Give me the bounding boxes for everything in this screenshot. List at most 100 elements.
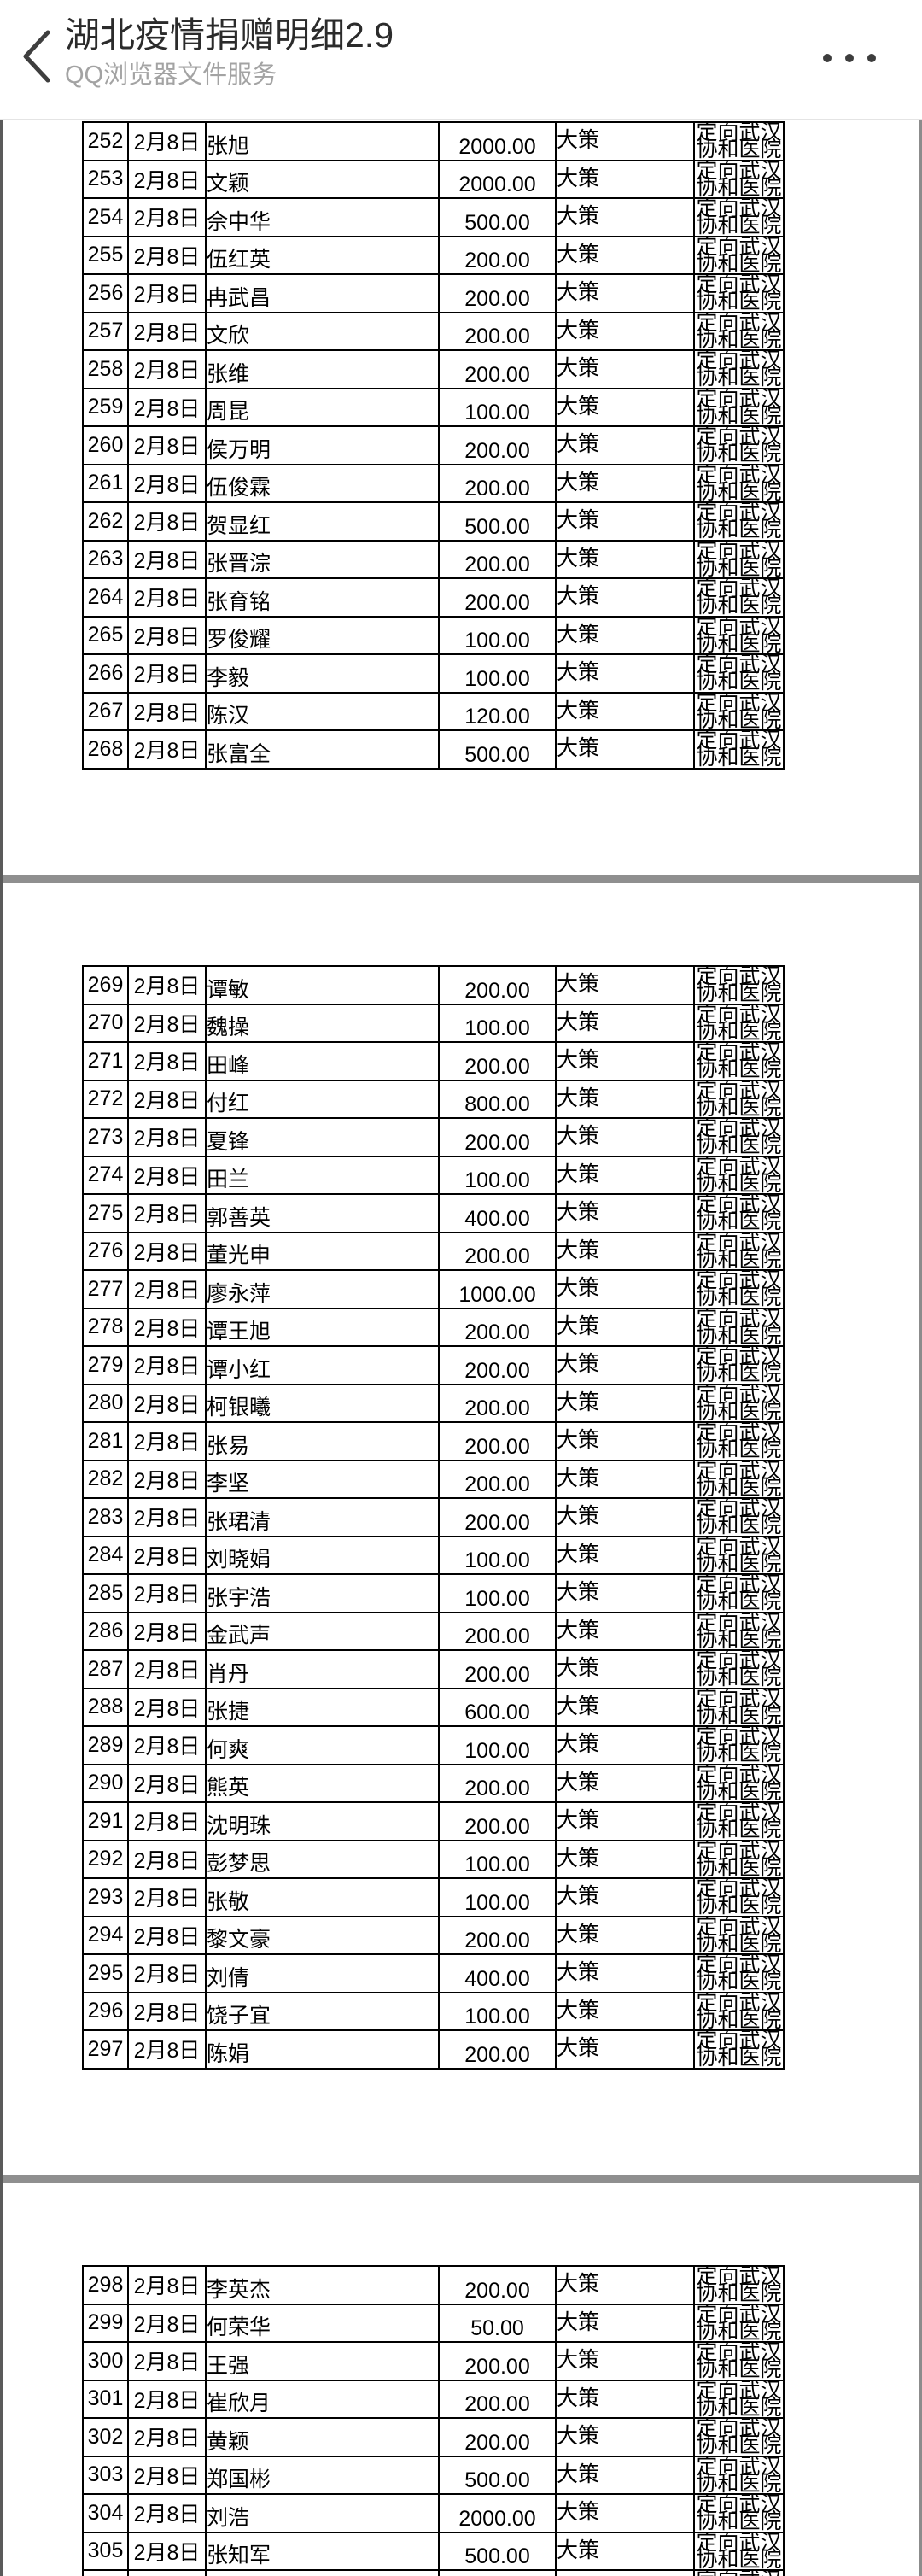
donation-amount: 200.00 (438, 1307, 557, 1347)
donation-amount: 200.00 (438, 539, 557, 579)
document-viewer[interactable]: 252 2月8日 张旭 2000.00 大策 定向武汉协和医院 253 2月8日 文颖 2000.… (0, 120, 922, 2576)
donor-name: 饶子宜 (205, 1991, 440, 2031)
handler-category: 大策 (555, 2379, 695, 2419)
row-number: 292 (82, 1839, 129, 1879)
row-number: 271 (82, 1041, 129, 1081)
donation-destination: 定向武汉协和医院 (693, 2341, 785, 2381)
table-row: 274 2月8日 田兰 100.00 大策 定向武汉协和医院 (82, 1155, 785, 1195)
donation-destination: 定向武汉协和医院 (693, 1231, 785, 1271)
row-number: 274 (82, 1155, 129, 1195)
donation-date: 2月8日 (127, 159, 207, 199)
donor-name: 付红 (205, 1079, 440, 1119)
back-button[interactable] (7, 15, 61, 97)
handler-category: 大策 (555, 965, 695, 1005)
donation-date: 2月8日 (127, 1725, 207, 1765)
donation-date: 2月8日 (127, 1611, 207, 1651)
donation-destination: 定向武汉协和医院 (693, 1801, 785, 1841)
table-row: 252 2月8日 张旭 2000.00 大策 定向武汉协和医院 (82, 121, 785, 161)
donation-date: 2月8日 (127, 2029, 207, 2070)
donation-destination: 定向武汉协和医院 (693, 197, 785, 237)
donation-destination: 定向武汉协和医院 (693, 1687, 785, 1727)
donation-destination: 定向武汉协和医院 (693, 1991, 785, 2031)
handler-category: 大策 (555, 1459, 695, 1499)
table-row: 265 2月8日 罗俊耀 100.00 大策 定向武汉协和医院 (82, 615, 785, 655)
more-options-button[interactable] (811, 34, 888, 82)
handler-category: 大策 (555, 539, 695, 579)
handler-category: 大策 (555, 1383, 695, 1423)
donation-amount: 200.00 (438, 2341, 557, 2381)
table-row: 272 2月8日 付红 800.00 大策 定向武汉协和医院 (82, 1079, 785, 1119)
row-number: 297 (82, 2029, 129, 2070)
app-header: 湖北疫情捐赠明细2.9 QQ浏览器文件服务 (0, 0, 922, 120)
table-row: 298 2月8日 李英杰 200.00 大策 定向武汉协和医院 (82, 2265, 785, 2305)
donation-amount: 100.00 (438, 615, 557, 655)
row-number: 293 (82, 1877, 129, 1917)
donation-destination: 定向武汉协和医院 (693, 235, 785, 275)
table-row: 273 2月8日 夏锋 200.00 大策 定向武汉协和医院 (82, 1117, 785, 1157)
handler-category: 大策 (555, 1573, 695, 1613)
table-row: 304 2月8日 刘浩 2000.00 大策 定向武汉协和医院 (82, 2493, 785, 2533)
donation-destination: 定向武汉协和医院 (693, 1421, 785, 1461)
donor-name: 陈汉 (205, 691, 440, 731)
donation-destination: 定向武汉协和医院 (693, 1307, 785, 1347)
donation-destination: 定向武汉协和医院 (693, 615, 785, 655)
donor-name: 张育铭 (205, 577, 440, 618)
donor-name: 柯银曦 (205, 1383, 440, 1423)
donation-amount: 200.00 (438, 965, 557, 1005)
donation-date: 2月8日 (127, 1573, 207, 1613)
donation-destination: 定向武汉协和医院 (693, 311, 785, 351)
handler-category: 大策 (555, 425, 695, 465)
donation-amount: 200.00 (438, 273, 557, 313)
donor-name: 佘中华 (205, 197, 440, 237)
table-row: 271 2月8日 田峰 200.00 大策 定向武汉协和医院 (82, 1041, 785, 1081)
row-number: 295 (82, 1953, 129, 1993)
donation-amount: 500.00 (438, 2455, 557, 2495)
donor-name: 侯万明 (205, 425, 440, 465)
donor-name: 田峰 (205, 1041, 440, 1081)
donor-name: 周昆 (205, 387, 440, 427)
handler-category: 大策 (555, 653, 695, 694)
donor-name: 黎文豪 (205, 1915, 440, 1955)
handler-category: 大策 (555, 1535, 695, 1575)
handler-category: 大策 (555, 615, 695, 655)
table-row: 280 2月8日 柯银曦 200.00 大策 定向武汉协和医院 (82, 1383, 785, 1423)
donation-date: 2月8日 (127, 235, 207, 275)
table-row: 278 2月8日 谭王旭 200.00 大策 定向武汉协和医院 (82, 1307, 785, 1347)
donation-date: 2月8日 (127, 1535, 207, 1575)
row-number: 305 (82, 2531, 129, 2571)
handler-category: 大策 (555, 235, 695, 275)
donation-amount: 2000.00 (438, 159, 557, 199)
donor-name: 伍红英 (205, 235, 440, 275)
handler-category: 大策 (555, 1345, 695, 1385)
row-number: 262 (82, 501, 129, 542)
donation-amount: 2000.00 (438, 121, 557, 161)
donor-name: 何荣华 (205, 2303, 440, 2343)
handler-category: 大策 (555, 1991, 695, 2031)
donation-destination: 定向武汉协和医院 (693, 1915, 785, 1955)
donation-date: 2月8日 (127, 1079, 207, 1119)
handler-category: 大策 (555, 2569, 695, 2576)
table-row: 281 2月8日 张易 200.00 大策 定向武汉协和医院 (82, 1421, 785, 1461)
row-number: 258 (82, 349, 129, 389)
row-number: 285 (82, 1573, 129, 1613)
donation-amount: 100.00 (438, 1155, 557, 1195)
table-row: 293 2月8日 张敬 100.00 大策 定向武汉协和医院 (82, 1877, 785, 1917)
donor-name: 黄颖 (205, 2417, 440, 2457)
donation-date: 2月8日 (127, 1307, 207, 1347)
donation-destination: 定向武汉协和医院 (693, 539, 785, 579)
table-row: 259 2月8日 周昆 100.00 大策 定向武汉协和医院 (82, 387, 785, 427)
donation-date: 2月8日 (127, 729, 207, 770)
donation-amount: 120.00 (438, 691, 557, 731)
handler-category: 大策 (555, 1877, 695, 1917)
donation-destination: 定向武汉协和医院 (693, 1573, 785, 1613)
donation-date: 2月8日 (127, 691, 207, 731)
handler-category: 大策 (555, 2029, 695, 2070)
row-number: 269 (82, 965, 129, 1005)
donation-destination: 定向武汉协和医院 (693, 501, 785, 542)
table-row: 276 2月8日 董光申 200.00 大策 定向武汉协和医院 (82, 1231, 785, 1271)
table-row: 263 2月8日 张晋淙 200.00 大策 定向武汉协和医院 (82, 539, 785, 579)
handler-category: 大策 (555, 1421, 695, 1461)
page-right-edge (919, 120, 922, 2576)
donor-name: 彭梦思 (205, 1839, 440, 1879)
